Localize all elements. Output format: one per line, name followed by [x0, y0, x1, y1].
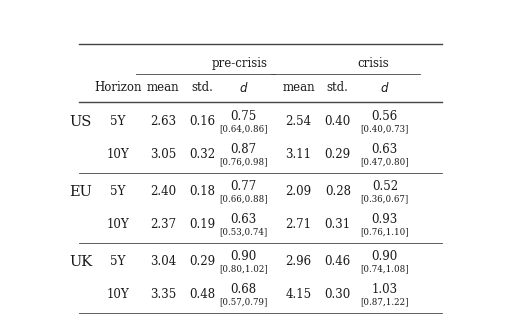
Text: 0.46: 0.46 — [324, 255, 350, 268]
Text: 0.63: 0.63 — [230, 213, 256, 226]
Text: 2.63: 2.63 — [150, 115, 176, 128]
Text: [0.64,0.86]: [0.64,0.86] — [219, 124, 267, 133]
Text: 3.05: 3.05 — [150, 148, 176, 161]
Text: UK: UK — [69, 255, 92, 269]
Text: 0.63: 0.63 — [371, 143, 397, 156]
Text: 0.93: 0.93 — [371, 213, 397, 226]
Text: crisis: crisis — [357, 57, 388, 70]
Text: 0.19: 0.19 — [189, 218, 215, 231]
Text: [0.36,0.67]: [0.36,0.67] — [360, 194, 408, 203]
Text: 3.35: 3.35 — [150, 288, 176, 301]
Text: $d$: $d$ — [379, 81, 389, 95]
Text: 0.32: 0.32 — [189, 148, 215, 161]
Text: 0.18: 0.18 — [189, 185, 215, 198]
Text: 2.71: 2.71 — [285, 218, 311, 231]
Text: [0.76,0.98]: [0.76,0.98] — [219, 157, 267, 166]
Text: std.: std. — [326, 81, 348, 94]
Text: 4.15: 4.15 — [285, 288, 311, 301]
Text: 0.90: 0.90 — [230, 250, 256, 263]
Text: 0.48: 0.48 — [189, 288, 215, 301]
Text: [0.76,1.10]: [0.76,1.10] — [360, 227, 409, 236]
Text: [0.66,0.88]: [0.66,0.88] — [219, 194, 268, 203]
Text: [0.53,0.74]: [0.53,0.74] — [219, 227, 267, 236]
Text: mean: mean — [146, 81, 179, 94]
Text: 0.16: 0.16 — [189, 115, 215, 128]
Text: 5Y: 5Y — [110, 115, 126, 128]
Text: 0.28: 0.28 — [324, 185, 350, 198]
Text: 0.52: 0.52 — [371, 180, 397, 193]
Text: 10Y: 10Y — [107, 148, 129, 161]
Text: 5Y: 5Y — [110, 255, 126, 268]
Text: pre-crisis: pre-crisis — [211, 57, 267, 70]
Text: 0.31: 0.31 — [324, 218, 350, 231]
Text: 10Y: 10Y — [107, 288, 129, 301]
Text: 2.96: 2.96 — [285, 255, 311, 268]
Text: 1.03: 1.03 — [371, 283, 397, 296]
Text: 0.40: 0.40 — [324, 115, 350, 128]
Text: [0.47,0.80]: [0.47,0.80] — [360, 157, 409, 166]
Text: 2.09: 2.09 — [285, 185, 311, 198]
Text: std.: std. — [191, 81, 213, 94]
Text: $d$: $d$ — [238, 81, 248, 95]
Text: 3.04: 3.04 — [150, 255, 176, 268]
Text: 2.54: 2.54 — [285, 115, 311, 128]
Text: 0.56: 0.56 — [371, 110, 397, 123]
Text: EU: EU — [69, 185, 92, 199]
Text: 5Y: 5Y — [110, 185, 126, 198]
Text: [0.57,0.79]: [0.57,0.79] — [219, 297, 267, 306]
Text: Horizon: Horizon — [94, 81, 141, 94]
Text: [0.40,0.73]: [0.40,0.73] — [360, 124, 408, 133]
Text: [0.80,1.02]: [0.80,1.02] — [219, 264, 268, 273]
Text: 0.29: 0.29 — [189, 255, 215, 268]
Text: 0.90: 0.90 — [371, 250, 397, 263]
Text: mean: mean — [282, 81, 314, 94]
Text: 10Y: 10Y — [107, 218, 129, 231]
Text: [0.87,1.22]: [0.87,1.22] — [360, 297, 408, 306]
Text: 2.37: 2.37 — [150, 218, 176, 231]
Text: 0.87: 0.87 — [230, 143, 256, 156]
Text: 0.68: 0.68 — [230, 283, 256, 296]
Text: 0.29: 0.29 — [324, 148, 350, 161]
Text: 0.77: 0.77 — [230, 180, 256, 193]
Text: [0.74,1.08]: [0.74,1.08] — [360, 264, 409, 273]
Text: 0.75: 0.75 — [230, 110, 256, 123]
Text: 2.40: 2.40 — [150, 185, 176, 198]
Text: 0.30: 0.30 — [324, 288, 350, 301]
Text: 3.11: 3.11 — [285, 148, 311, 161]
Text: US: US — [70, 115, 92, 129]
